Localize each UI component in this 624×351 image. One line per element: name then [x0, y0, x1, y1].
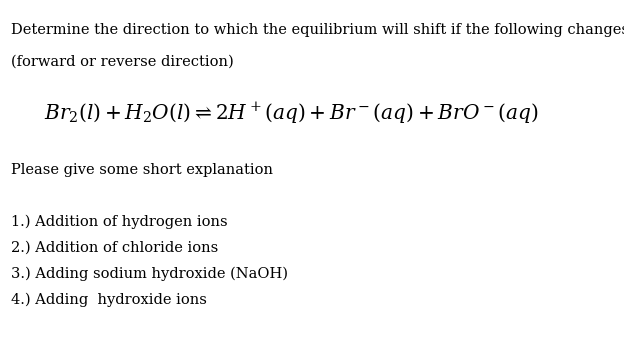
Text: $Br_2(l) + H_2O(l) \rightleftharpoons 2H^+(aq) + Br^-(aq) + BrO^-(aq)$: $Br_2(l) + H_2O(l) \rightleftharpoons 2H…	[44, 100, 539, 126]
Text: (forward or reverse direction): (forward or reverse direction)	[11, 54, 234, 68]
Text: 4.) Adding  hydroxide ions: 4.) Adding hydroxide ions	[11, 293, 207, 307]
Text: 1.) Addition of hydrogen ions: 1.) Addition of hydrogen ions	[11, 214, 228, 229]
Text: Determine the direction to which the equilibrium will shift if the following cha: Determine the direction to which the equ…	[11, 23, 624, 37]
Text: 2.) Addition of chloride ions: 2.) Addition of chloride ions	[11, 240, 218, 254]
Text: Please give some short explanation: Please give some short explanation	[11, 163, 273, 177]
Text: 3.) Adding sodium hydroxide (NaOH): 3.) Adding sodium hydroxide (NaOH)	[11, 267, 288, 281]
